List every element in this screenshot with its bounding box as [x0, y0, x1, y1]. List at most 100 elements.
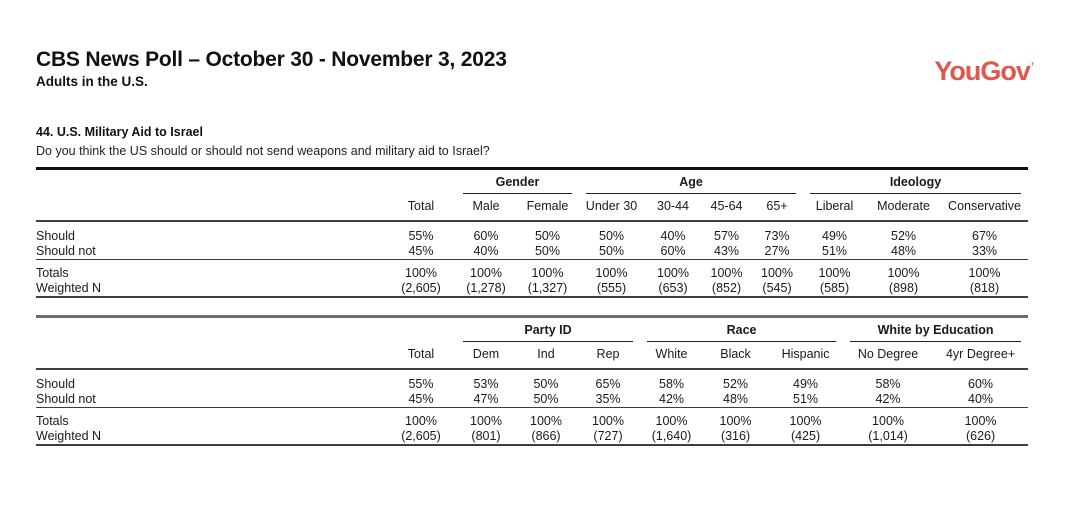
- table-cell: 53%: [473, 377, 499, 391]
- table-cell: 50%: [533, 392, 559, 406]
- row-label: Should: [36, 377, 75, 391]
- table-cell: 49%: [793, 377, 819, 391]
- table-cell: 100%: [655, 414, 688, 428]
- column-header: Female: [516, 194, 580, 222]
- table-cell: (585): [819, 281, 850, 295]
- row-label: Weighted N: [36, 281, 102, 295]
- table-cell: 60%: [660, 244, 686, 258]
- column-group: Party ID: [456, 317, 640, 342]
- column-header: Under 30: [579, 194, 645, 222]
- row-label: Totals: [36, 266, 69, 280]
- yougov-logo: YouGov’: [934, 56, 1034, 87]
- column-header: No Degree: [843, 342, 934, 370]
- table-cell: (801): [471, 429, 501, 443]
- column-group: Gender: [456, 169, 579, 194]
- table-cell: (1,327): [527, 281, 568, 295]
- row-label: Totals: [36, 414, 69, 428]
- column-header: 65+: [751, 194, 804, 222]
- table-cell: 60%: [473, 229, 499, 243]
- table-cell: 52%: [891, 229, 917, 243]
- table-cell: 48%: [723, 392, 749, 406]
- table-cell: 100%: [405, 414, 437, 428]
- table-cell: 57%: [714, 229, 740, 243]
- table-cell: 100%: [761, 266, 793, 280]
- table-cell: 35%: [595, 392, 621, 406]
- table-cell: (1,014): [868, 429, 908, 443]
- table-cell: 100%: [887, 266, 920, 280]
- table-cell: (425): [790, 429, 821, 443]
- column-header: Moderate: [866, 194, 942, 222]
- table-cell: 100%: [719, 414, 752, 428]
- table-cell: 100%: [872, 414, 905, 428]
- column-group-empty: [36, 169, 386, 195]
- column-header: Rep: [576, 342, 641, 370]
- column-header: Ind: [516, 342, 576, 370]
- column-group: Ideology: [803, 169, 1028, 194]
- question-text: Do you think the US should or should not…: [36, 144, 490, 158]
- table-cell: 48%: [891, 244, 917, 258]
- table-cell: (626): [965, 429, 996, 443]
- column-group-header: Party ID: [463, 323, 634, 342]
- table-cell: 42%: [875, 392, 901, 406]
- column-group-empty: [386, 317, 456, 343]
- table-cell: 100%: [657, 266, 689, 280]
- table-cell: 100%: [531, 266, 564, 280]
- yougov-logo-text: YouGov: [934, 56, 1031, 86]
- page-title: CBS News Poll – October 30 - November 3,…: [36, 48, 507, 71]
- table-row: Weighted N (2,605) (1,278) (1,327) (555) (653…: [36, 281, 1028, 297]
- row-label-header: [36, 194, 386, 222]
- column-header: 30-44: [644, 194, 703, 222]
- table-cell: 45%: [408, 392, 434, 406]
- table-cell: 47%: [473, 392, 499, 406]
- column-header: Male: [456, 194, 516, 222]
- table-cell: 100%: [405, 266, 437, 280]
- table-cell: (653): [658, 281, 688, 295]
- table-cell: 65%: [595, 377, 621, 391]
- table-cell: 100%: [818, 266, 851, 280]
- table-cell: 52%: [723, 377, 749, 391]
- table-cell: 100%: [789, 414, 822, 428]
- column-header: Dem: [456, 342, 516, 370]
- table-cell: 58%: [659, 377, 685, 391]
- table-cell: 51%: [822, 244, 848, 258]
- table-cell: 40%: [660, 229, 686, 243]
- table-cell: 100%: [595, 266, 628, 280]
- page-subtitle: Adults in the U.S.: [36, 74, 148, 89]
- column-group-empty: [386, 169, 456, 195]
- column-group-header: White by Education: [850, 323, 1022, 342]
- table-cell: 50%: [599, 229, 625, 243]
- question-section-heading: 44. U.S. Military Aid to Israel: [36, 125, 203, 139]
- table-cell: 45%: [408, 244, 434, 258]
- table-row: Should 55% 60% 50% 50% 40% 57% 73% 49% 52% 67%: [36, 221, 1028, 244]
- poll-table-demographics: Gender Age Ideology Total Male Female Under 30…: [36, 167, 1029, 298]
- table-cell: (727): [593, 429, 623, 443]
- table-row: Should 55% 53% 50% 65% 58% 52% 49% 58% 60%: [36, 369, 1028, 392]
- column-header: Liberal: [803, 194, 867, 222]
- row-label: Weighted N: [36, 429, 102, 443]
- table-cell: (316): [720, 429, 751, 443]
- table-cell: 55%: [408, 229, 434, 243]
- table-cell: 73%: [764, 229, 790, 243]
- column-group-header: Race: [647, 323, 837, 342]
- table-cell: 33%: [972, 244, 998, 258]
- table-cell: (898): [888, 281, 919, 295]
- table-cell: 51%: [793, 392, 819, 406]
- column-header: Conservative: [941, 194, 1029, 222]
- column-header: Total: [386, 342, 456, 370]
- table-cell: 43%: [714, 244, 740, 258]
- table-cell: 27%: [764, 244, 790, 258]
- table-row: Should not 45% 47% 50% 35% 42% 48% 51% 42% 40%: [36, 392, 1028, 408]
- table-cell: 50%: [599, 244, 625, 258]
- table-cell: 40%: [473, 244, 499, 258]
- table-cell: 100%: [470, 266, 502, 280]
- table-cell: 100%: [470, 414, 502, 428]
- table-cell: (1,640): [651, 429, 692, 443]
- table-row: Totals 100% 100% 100% 100% 100% 100% 100% 100% 10…: [36, 260, 1028, 282]
- logo-trademark-icon: ’: [1030, 61, 1034, 73]
- table-cell: (2,605): [401, 429, 441, 443]
- poll-table-politics: Party ID Race White by Education Total Dem In…: [36, 315, 1029, 446]
- column-header: White: [640, 342, 704, 370]
- table-cell: 100%: [592, 414, 624, 428]
- table-cell: (2,605): [401, 281, 441, 295]
- row-label: Should not: [36, 244, 96, 258]
